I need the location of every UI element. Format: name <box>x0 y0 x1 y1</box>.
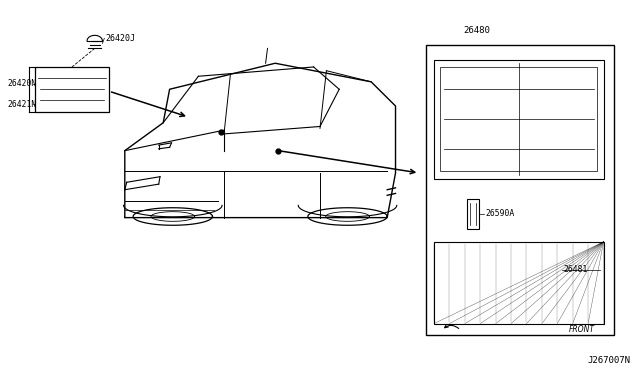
Bar <box>440 67 597 171</box>
Bar <box>434 60 604 179</box>
Text: 26421N: 26421N <box>8 100 37 109</box>
Bar <box>35 67 109 112</box>
Bar <box>434 242 604 324</box>
Text: 26480: 26480 <box>463 26 490 35</box>
Text: 26420N: 26420N <box>8 79 37 88</box>
Text: 26481: 26481 <box>563 265 588 274</box>
Text: J267007N: J267007N <box>588 356 630 365</box>
Bar <box>426 45 614 335</box>
Text: FRONT: FRONT <box>569 325 595 334</box>
Bar <box>467 199 479 229</box>
Text: 26420J: 26420J <box>106 34 136 43</box>
Text: 26590A: 26590A <box>485 209 515 218</box>
